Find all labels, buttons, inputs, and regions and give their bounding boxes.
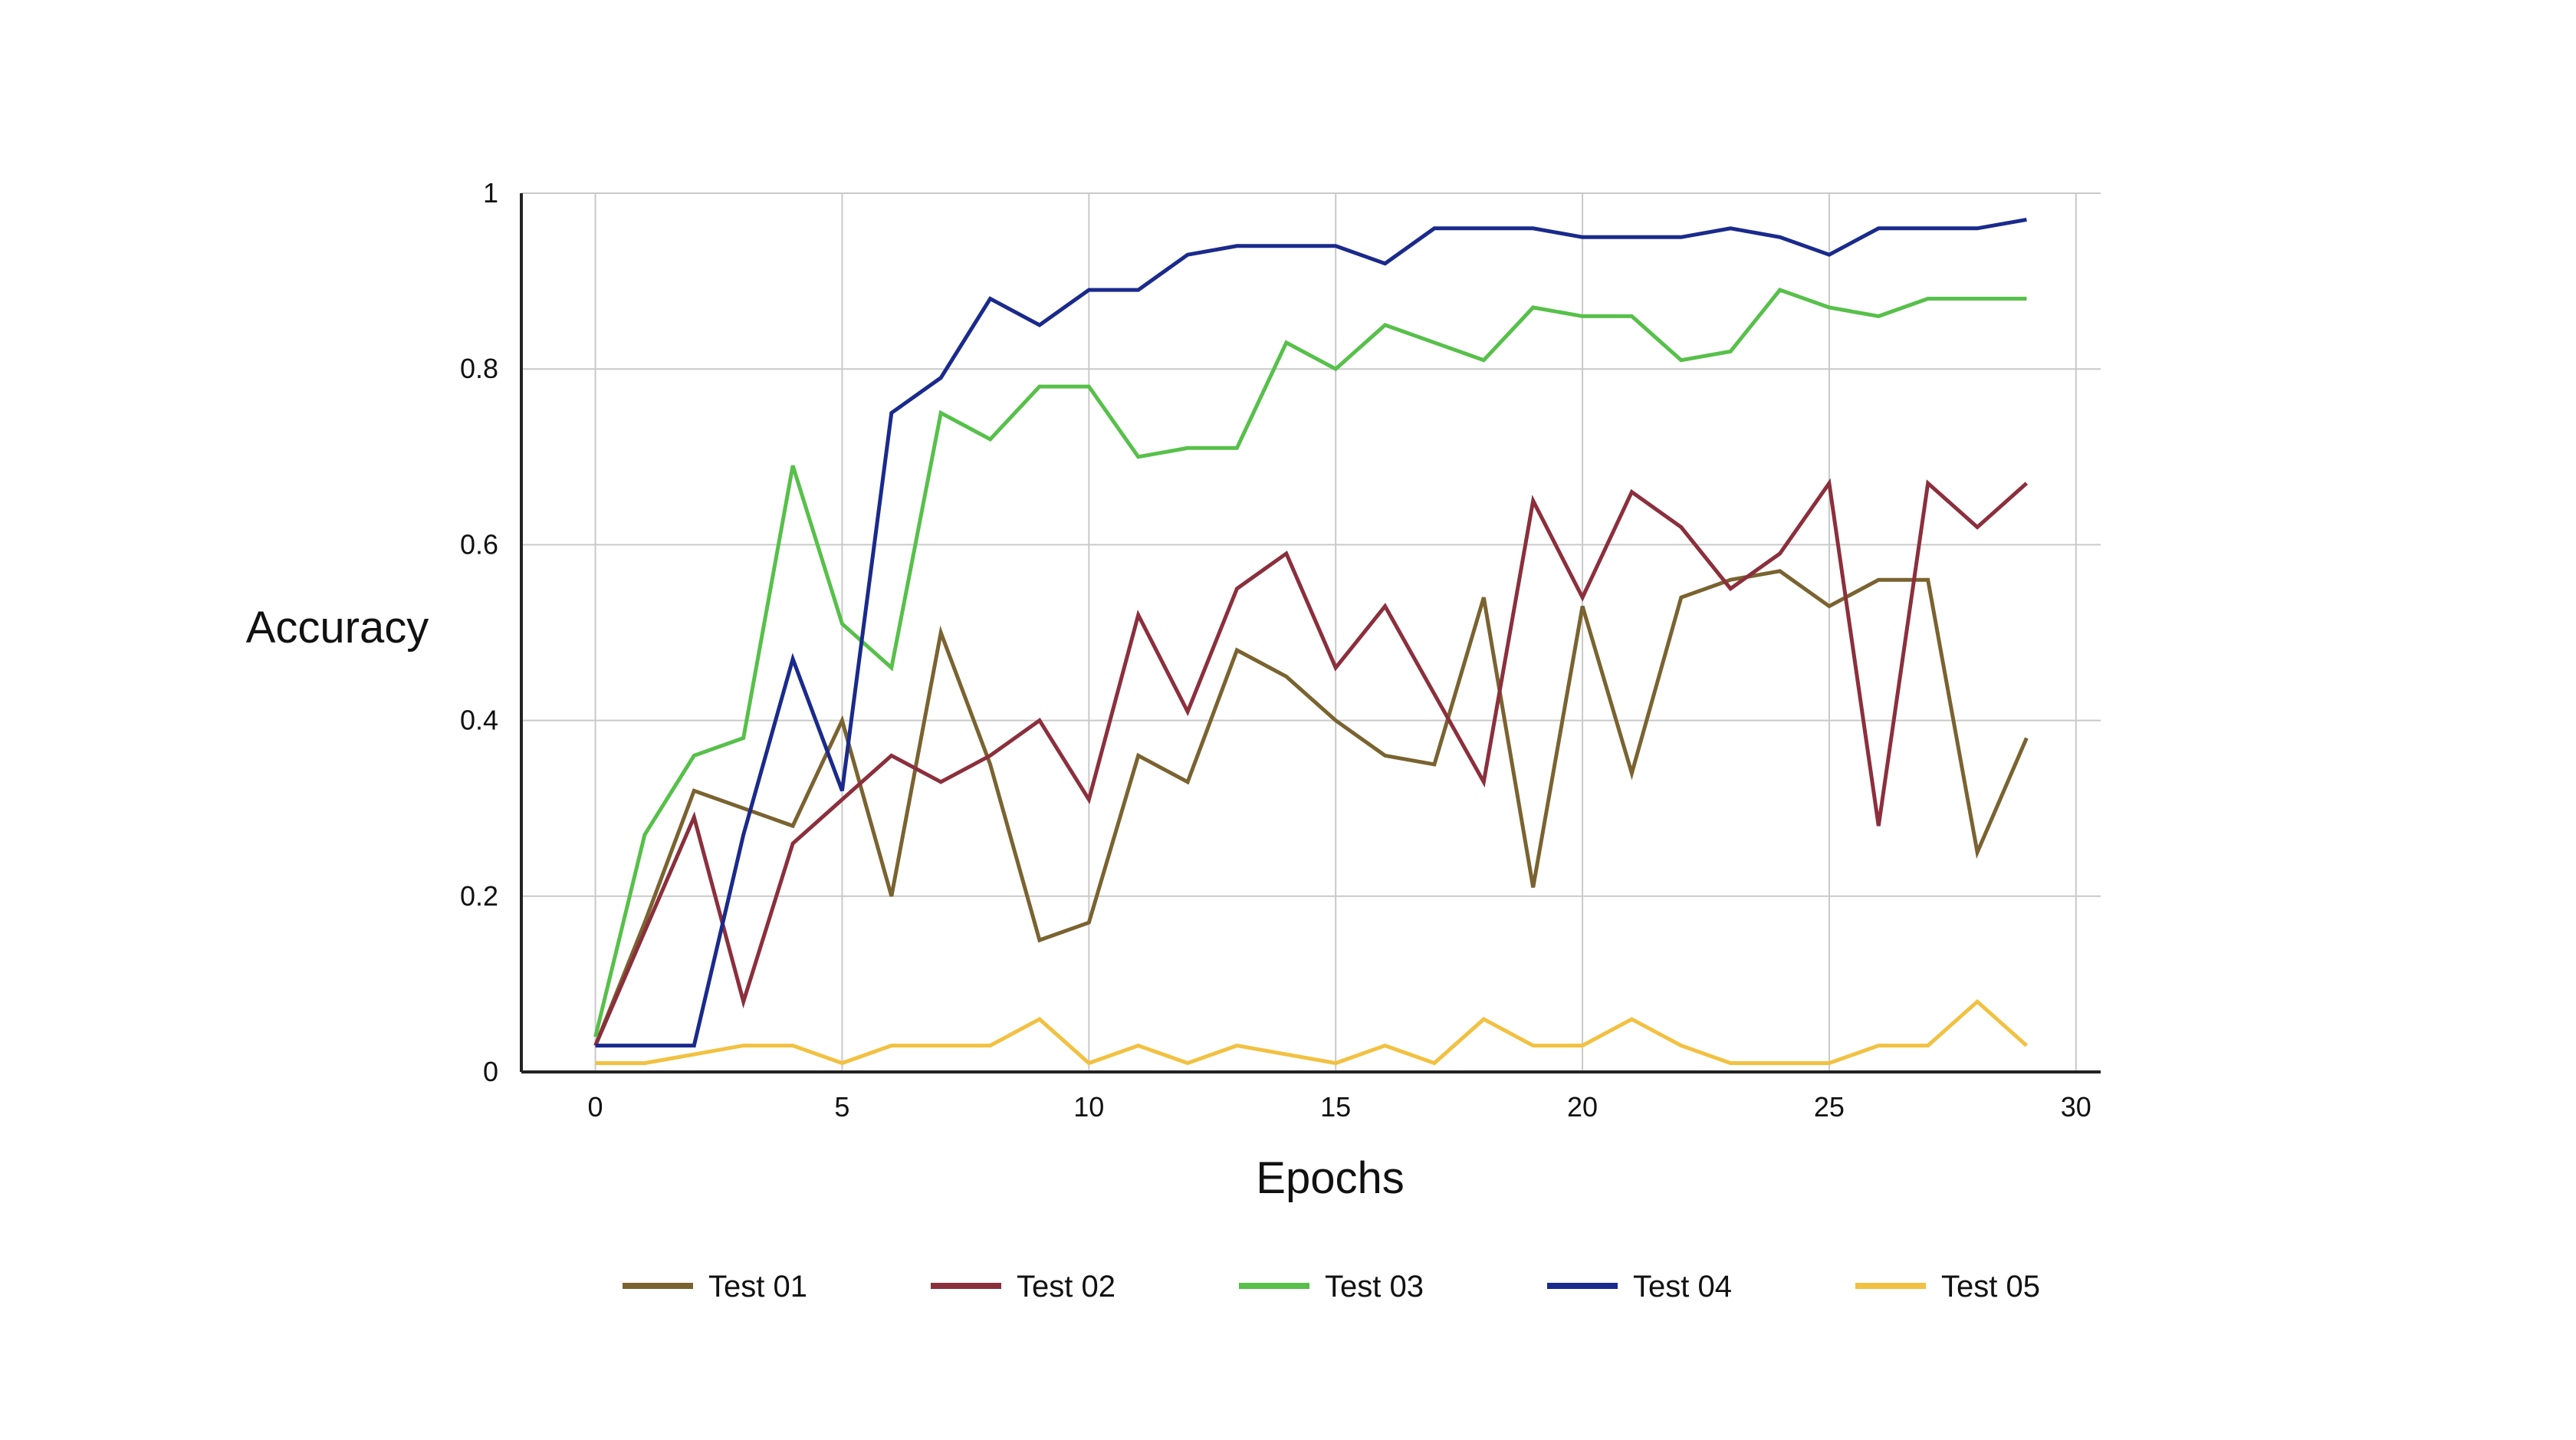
series-line-test-01 [593, 569, 2029, 1047]
axes [520, 193, 2101, 1073]
series-lines [593, 217, 2029, 1066]
x-tick-label: 5 [834, 1091, 849, 1123]
x-tick-label: 30 [2061, 1091, 2091, 1123]
legend-label: Test 05 [1941, 1270, 2040, 1304]
grid-lines [521, 192, 2101, 1072]
x-axis-title: Epochs [1256, 1153, 1404, 1203]
legend-label: Test 01 [708, 1270, 807, 1304]
series-line-test-04 [595, 217, 2027, 1048]
series-line-test-03 [593, 288, 2027, 1037]
x-tick-label: 15 [1320, 1091, 1351, 1123]
series-line-test-05 [595, 998, 2029, 1066]
y-tick-label: 0.4 [460, 705, 498, 736]
series-line-test-02 [593, 478, 2029, 1047]
x-tick-label: 25 [1814, 1091, 1845, 1123]
y-axis-title: Accuracy [246, 603, 429, 653]
tick-labels: 0 5 10 15 20 25 30 0 0.2 0.4 0.6 0.8 1 [460, 177, 2091, 1123]
x-tick-label: 0 [588, 1091, 603, 1123]
x-tick-label: 20 [1567, 1091, 1598, 1123]
y-tick-label: 1 [483, 177, 498, 209]
y-tick-label: 0.2 [460, 880, 498, 912]
y-tick-label: 0.8 [460, 353, 498, 384]
y-tick-label: 0.6 [460, 528, 498, 560]
legend-label: Test 03 [1325, 1270, 1424, 1304]
legend-label: Test 02 [1017, 1270, 1116, 1304]
x-tick-label: 10 [1073, 1091, 1104, 1123]
y-tick-label: 0 [483, 1056, 498, 1087]
legend: Test 01 Test 02 Test 03 Test 04 Test 05 [623, 1270, 2040, 1304]
legend-label: Test 04 [1633, 1270, 1732, 1304]
